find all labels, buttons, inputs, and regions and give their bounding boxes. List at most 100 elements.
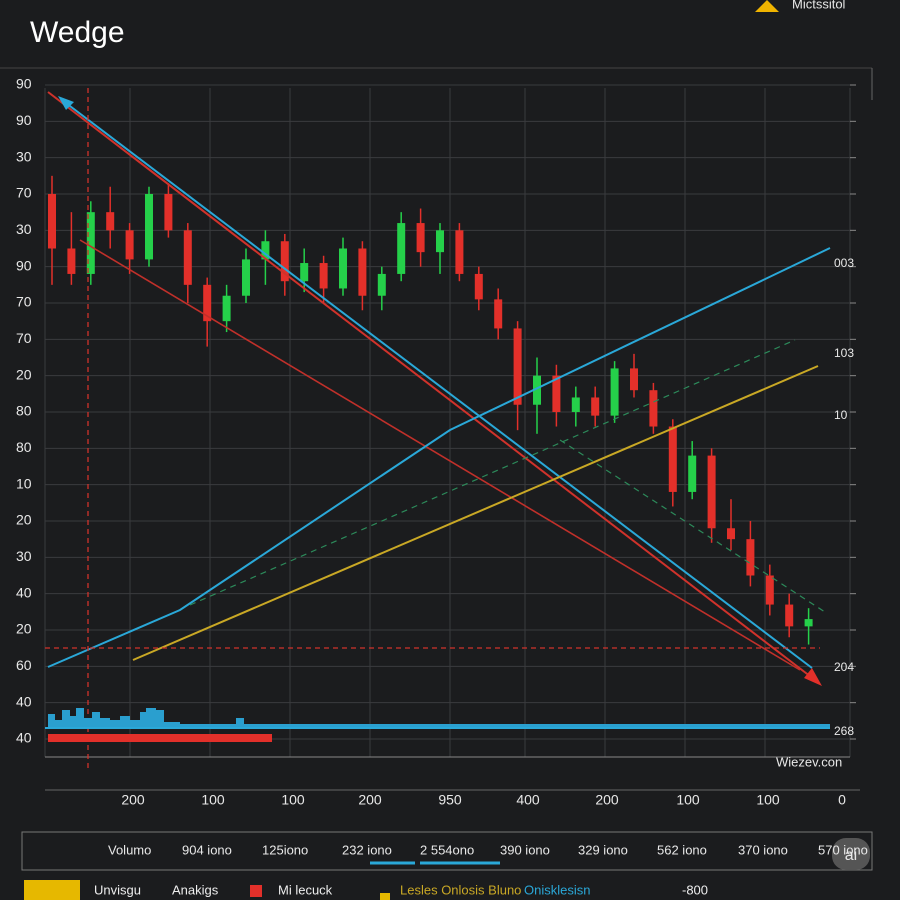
footer-cell: 2 554ono — [420, 842, 474, 857]
y-tick-label: 60 — [16, 657, 32, 673]
legend-label: Onisklesisn — [524, 882, 590, 897]
right-label: 268 — [834, 724, 854, 738]
candle-body — [436, 230, 444, 253]
candle-body — [533, 375, 541, 405]
candle-body — [707, 455, 716, 529]
y-tick-label: 20 — [16, 512, 32, 528]
x-tick-label: 950 — [438, 792, 462, 808]
x-tick-label: 100 — [676, 792, 700, 808]
x-tick-label: 100 — [756, 792, 780, 808]
legend-label: Mi lecuck — [278, 882, 333, 897]
y-tick-label: 70 — [16, 330, 32, 346]
footer-cell: 570 iono — [818, 842, 868, 857]
vertical-grid — [44, 84, 851, 757]
candle-body — [319, 263, 328, 289]
legend-swatch — [380, 893, 390, 900]
candle-body — [494, 299, 503, 329]
footer-cell: 562 iono — [657, 842, 707, 857]
candle-body — [145, 194, 153, 260]
candle-body — [203, 284, 212, 322]
x-tick-label: 400 — [516, 792, 540, 808]
trendlines — [45, 88, 831, 770]
source: Wiezev.con — [776, 754, 842, 769]
candle-body — [300, 263, 309, 282]
footer-row — [21, 831, 873, 871]
right-label: 103 — [834, 346, 854, 360]
y-tick-label: 40 — [16, 693, 32, 709]
candle-body — [67, 248, 76, 274]
candle-body — [280, 241, 289, 282]
candle-body — [125, 230, 134, 260]
x-tick-label: 200 — [121, 792, 145, 808]
footer-cell: 370 iono — [738, 842, 788, 857]
y-tick-label: 30 — [16, 548, 32, 564]
y-tick-label: 30 — [16, 148, 32, 164]
candle-body — [765, 575, 774, 605]
candle-body — [727, 528, 735, 540]
right-label: 10 — [834, 408, 848, 422]
y-tick-label: 70 — [16, 185, 32, 201]
candle-body — [416, 223, 425, 253]
candle-body — [261, 241, 270, 260]
candle-body — [242, 259, 250, 296]
candle-body — [610, 368, 619, 416]
y-tick-label: 40 — [16, 584, 32, 600]
volume — [45, 708, 830, 742]
candle-body — [48, 194, 56, 249]
footer-cell: 232 iono — [342, 842, 392, 857]
brand: Mictssitol — [792, 0, 846, 11]
candle-body — [377, 273, 386, 296]
candle-body — [513, 328, 522, 405]
y-tick-label: 40 — [16, 730, 32, 746]
chart-title: Wedge — [30, 16, 125, 49]
x-tick-label: 200 — [358, 792, 382, 808]
y-tick-label: 70 — [16, 294, 32, 310]
candle-body — [785, 604, 794, 627]
badge: ai — [845, 847, 857, 864]
y-tick-label: 90 — [16, 112, 32, 128]
legend-label: -800 — [682, 882, 708, 897]
candle-body — [339, 248, 347, 289]
candle-body — [222, 295, 231, 322]
x-tick-label: 200 — [595, 792, 619, 808]
y-tick-label: 90 — [16, 257, 32, 273]
candle-body — [630, 368, 638, 391]
footer-cell: 329 iono — [578, 842, 628, 857]
legend-label: Anakigs — [172, 882, 219, 897]
legend-label: Lesles Onlosis Bluno — [400, 882, 521, 897]
legend-swatch — [250, 885, 262, 897]
y-tick-label: 20 — [16, 366, 32, 382]
legend-label: Unvisgu — [94, 882, 141, 897]
candle-body — [358, 248, 367, 296]
candles — [48, 175, 813, 645]
y-tick-label: 80 — [16, 403, 32, 419]
right-label: 003 — [834, 256, 854, 270]
y-tick-label: 10 — [16, 475, 32, 491]
y-tick-label: 30 — [16, 221, 32, 237]
y-tick-label: 20 — [16, 621, 32, 637]
candle-body — [591, 397, 600, 416]
candle-body — [474, 273, 483, 300]
footer-cell: 390 iono — [500, 842, 550, 857]
candle-body — [552, 375, 561, 412]
footer-cell: 125iono — [262, 842, 308, 857]
candle-body — [164, 194, 173, 231]
candle-body — [804, 619, 813, 627]
y-tick-label: 90 — [16, 76, 32, 92]
footer-cell: 904 iono — [182, 842, 232, 857]
x-tick-label: 0 — [838, 792, 846, 808]
candle-body — [86, 212, 95, 274]
candle-body — [455, 230, 464, 274]
x-tick-label: 100 — [281, 792, 305, 808]
x-tick-label: 100 — [201, 792, 225, 808]
candle-body — [649, 390, 658, 427]
candle-body — [668, 426, 677, 492]
candle-body — [397, 223, 406, 274]
warning-icon — [755, 0, 779, 12]
legend-swatch — [24, 880, 80, 900]
right-label: 204 — [834, 660, 854, 674]
footer-cell: Volumo — [108, 842, 151, 857]
candle-body — [106, 212, 115, 231]
candle-body — [183, 230, 192, 285]
